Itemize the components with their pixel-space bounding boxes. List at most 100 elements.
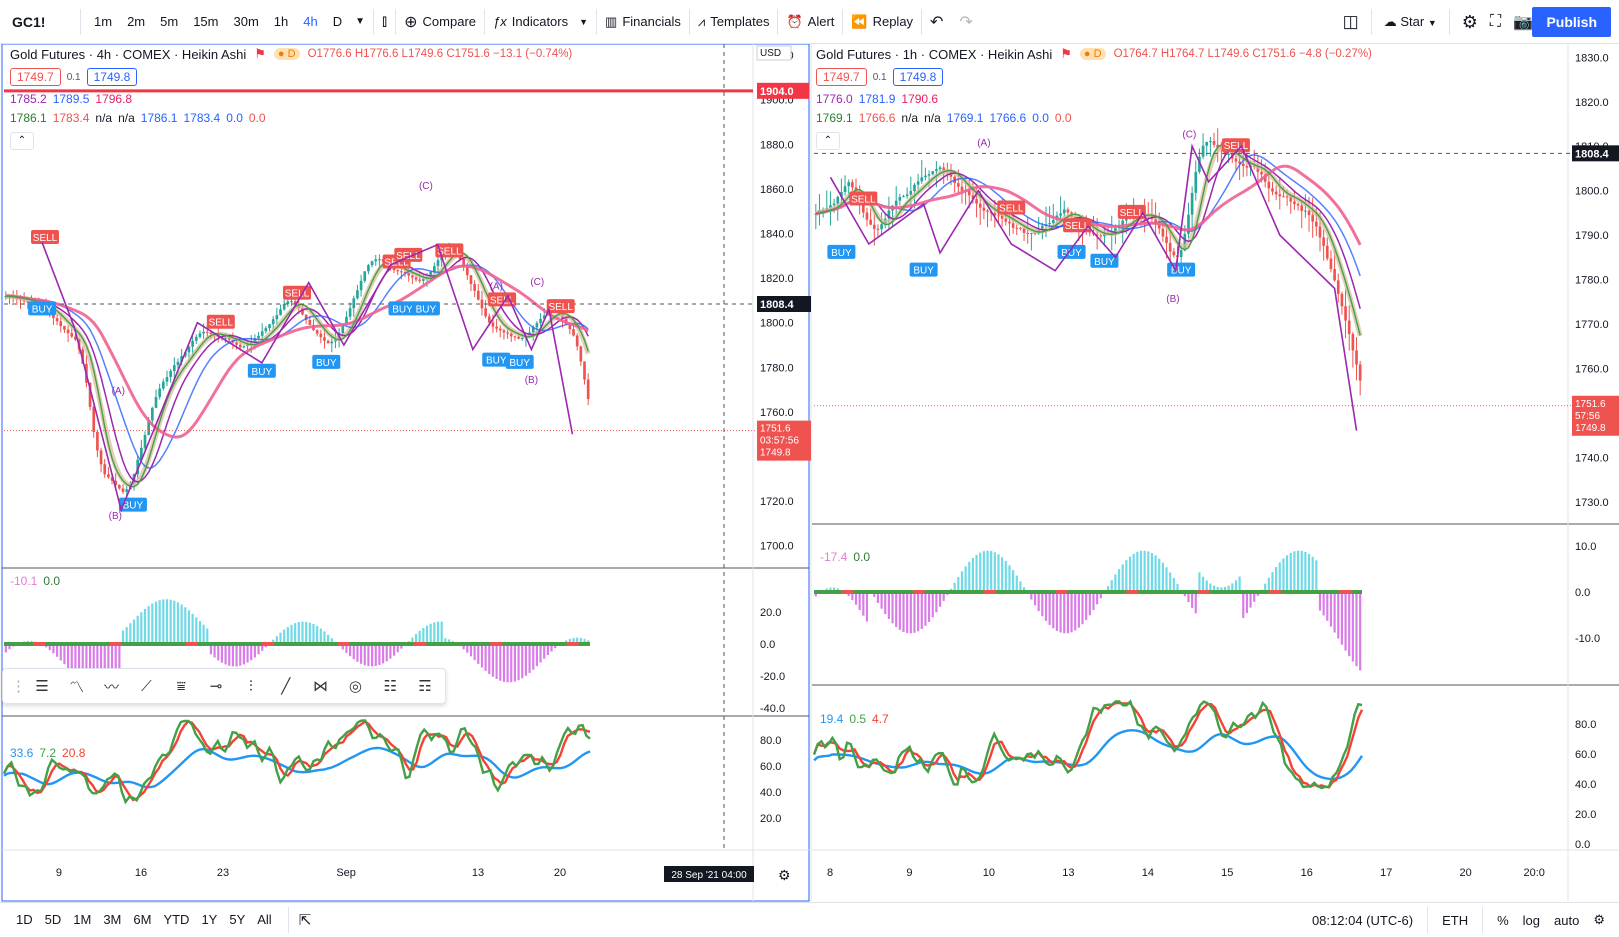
candle-body [103, 464, 107, 475]
chart-settings-icon[interactable]: ⚙ [1593, 912, 1605, 927]
red-line-label: 1904.0 [760, 86, 794, 98]
osc-tick-label: 20.0 [760, 607, 781, 619]
log-toggle[interactable]: log [1522, 912, 1541, 928]
candle-body [865, 212, 869, 220]
compare-button[interactable]: ⊕ Compare [396, 0, 484, 44]
interval-15m[interactable]: 15m [193, 14, 219, 29]
fib-icon[interactable]: ⩸ [176, 677, 186, 695]
candle-body [70, 333, 74, 337]
stoch-line [812, 701, 1364, 789]
publish-button[interactable]: Publish [1532, 7, 1611, 37]
replay-button[interactable]: ⏪ Replay [843, 0, 921, 44]
ask-box[interactable]: 1749.8 [86, 68, 138, 86]
undo-button[interactable]: ↶ [922, 0, 951, 44]
ask-box[interactable]: 1749.8 [892, 68, 944, 86]
range-1y[interactable]: 1Y [201, 912, 218, 927]
candle-body [374, 259, 378, 262]
horizontal-ray-icon[interactable]: ⊸ [209, 678, 223, 695]
candle-body [1198, 156, 1201, 172]
templates-button[interactable]: ⩘ Templates [690, 0, 778, 44]
indicators-button[interactable]: ƒx Indicators ▼ [485, 0, 596, 44]
candle-body [74, 336, 77, 340]
signal-badge [28, 301, 57, 316]
symbol-search[interactable]: GC1! [0, 0, 80, 44]
candle-body [1051, 220, 1055, 223]
ma-value: 1785.2 [10, 92, 47, 106]
range-5d[interactable]: 5D [44, 912, 62, 927]
signal-label: BUY [392, 304, 413, 315]
candle-body [418, 279, 422, 281]
candle-body [59, 321, 63, 327]
candle-body [1322, 237, 1325, 246]
chevron-down-icon: ▼ [1427, 18, 1437, 28]
horizontal-lines-icon[interactable]: ☰ [35, 678, 49, 695]
layout-icon[interactable]: ◫ [1342, 12, 1359, 31]
right-symbol-title[interactable]: Gold Futures · 1h · COMEX · Heikin Ashi [816, 46, 1053, 62]
collapse-legend-button[interactable]: ⌃ [10, 132, 34, 150]
fullscreen-icon[interactable]: ⛶ [1489, 13, 1502, 30]
goto-date-icon[interactable]: ⇱ [298, 911, 312, 929]
interval-4h[interactable]: 4h [303, 14, 318, 29]
osc-value: 0.0 [853, 550, 871, 564]
candle-body [1019, 227, 1022, 229]
range-1d[interactable]: 1D [16, 912, 33, 927]
range-5y[interactable]: 5Y [229, 912, 246, 927]
candle-body [99, 450, 103, 465]
right-ma-legend-2: 1769.1 1766.6 n/a n/a 1769.1 1766.6 0.0 … [816, 111, 1372, 125]
bid-box[interactable]: 1749.7 [816, 68, 867, 86]
currency-badge[interactable] [756, 45, 792, 61]
trend-line-icon[interactable]: ⟋ [141, 677, 152, 695]
interval-1m[interactable]: 1m [94, 14, 113, 29]
chart-type-button[interactable]: ⫾ [374, 0, 395, 44]
candle-body [1307, 210, 1311, 216]
signal-badge [1167, 262, 1196, 277]
candle-body [836, 196, 840, 204]
signal-label: BUY [416, 304, 437, 315]
settings-list-icon[interactable]: ☶ [418, 678, 432, 695]
ruler-icon[interactable]: ☷ [383, 678, 397, 695]
signal-badge [1117, 204, 1146, 219]
drag-handle-icon[interactable]: ⋮ [11, 678, 26, 695]
chevron-down-icon[interactable]: ▼ [355, 16, 366, 27]
line-icon[interactable]: ╱ [281, 678, 291, 695]
interval-5m[interactable]: 5m [160, 14, 179, 29]
candle-body [96, 431, 99, 451]
buy-signal: BUY [411, 301, 440, 316]
camera-icon[interactable]: 📷 [1513, 14, 1533, 31]
spiral-icon[interactable]: ◎ [348, 678, 362, 695]
interval-D[interactable]: D [332, 14, 343, 29]
range-ytd[interactable]: YTD [163, 912, 190, 927]
chart-area[interactable]: 1920.01900.01880.01860.01840.01820.01800… [0, 43, 1619, 902]
left-symbol-title[interactable]: Gold Futures · 4h · COMEX · Heikin Ashi [10, 46, 247, 62]
redo-button[interactable]: ↷ [951, 0, 980, 44]
session-button[interactable]: ETH [1442, 912, 1469, 928]
percent-toggle[interactable]: % [1497, 912, 1509, 928]
candle-body [1000, 215, 1004, 219]
elliott-wave-abc-icon[interactable]: 〰 [104, 678, 120, 696]
star-button[interactable]: ☁ Star ▼ [1384, 14, 1437, 30]
clock[interactable]: 08:12:04 (UTC-6) [1311, 912, 1414, 928]
candle-body [242, 346, 246, 348]
bid-box[interactable]: 1749.7 [10, 68, 61, 86]
alert-button[interactable]: ⏰ Alert [778, 0, 842, 44]
interval-1h[interactable]: 1h [273, 14, 289, 29]
range-3m[interactable]: 3M [103, 912, 122, 927]
pitchfork-icon[interactable]: ⫶ [249, 677, 253, 695]
candle-body [480, 299, 484, 309]
elliott-wave-12345-icon[interactable]: 〽 [69, 678, 85, 696]
candle-body [1336, 280, 1340, 294]
auto-toggle[interactable]: auto [1554, 912, 1580, 928]
candle-body [264, 328, 268, 332]
interval-2m[interactable]: 2m [127, 14, 146, 29]
financials-button[interactable]: ▥ Financials [597, 0, 689, 44]
signal-badge [997, 200, 1026, 215]
signal-label: BUY [316, 358, 337, 369]
collapse-legend-button[interactable]: ⌃ [816, 132, 840, 150]
gear-icon[interactable]: ⚙ [1461, 11, 1478, 32]
interval-30m[interactable]: 30m [233, 14, 259, 29]
range-1m[interactable]: 1M [73, 912, 92, 927]
range-6m[interactable]: 6M [133, 912, 152, 927]
pattern-icon[interactable]: ⋈ [313, 678, 329, 695]
zigzag-line [829, 143, 1358, 431]
range-all[interactable]: All [257, 912, 272, 927]
